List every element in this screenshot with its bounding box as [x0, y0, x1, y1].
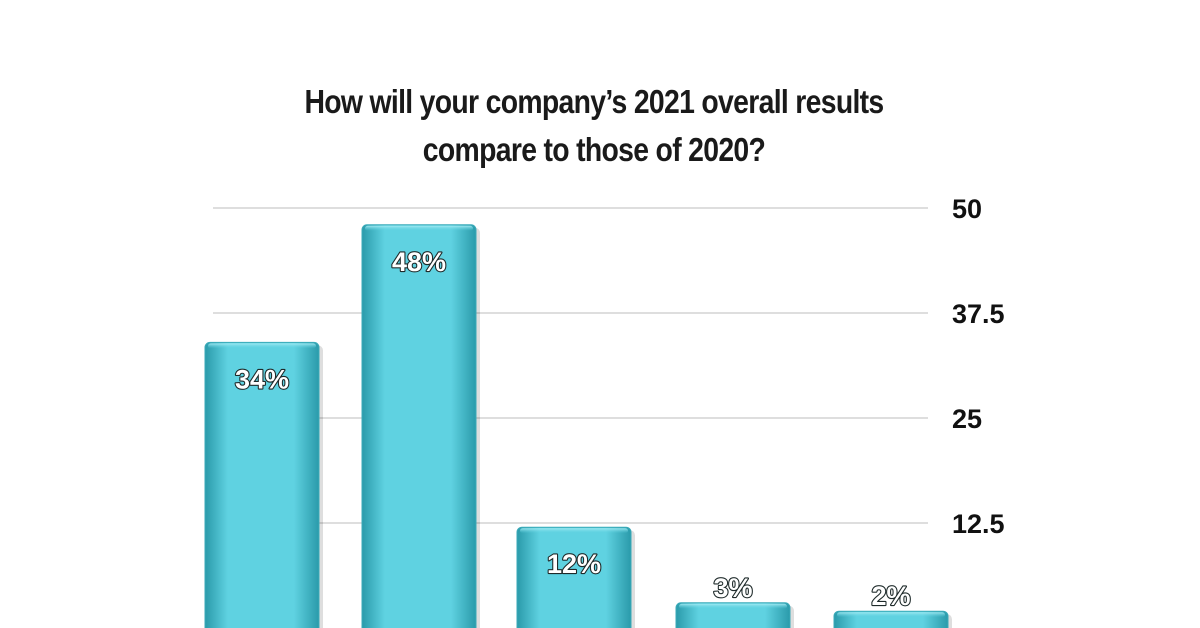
bar-highlight — [837, 612, 945, 618]
bars-layer — [204, 224, 952, 628]
bar-group — [361, 224, 480, 628]
y-tick-label: 25 — [952, 404, 982, 434]
bar-group — [833, 610, 952, 628]
data-labels-layer: 34% 48% 12% 3% 2% — [234, 246, 912, 613]
bar-highlight — [208, 343, 316, 349]
chart-title-line-2: compare to those of 2020? — [422, 131, 766, 168]
grid-layer — [213, 207, 928, 524]
bar-data-label: 48% — [392, 247, 446, 277]
bar-group — [675, 602, 794, 628]
y-axis-tick-labels: 12.5 25 37.5 50 — [952, 194, 1005, 539]
bar — [675, 602, 791, 628]
bar-data-label: 12% — [547, 549, 601, 579]
chart-title-line-1: How will your company’s 2021 overall res… — [304, 83, 884, 120]
bar-data-label: 2% — [871, 581, 910, 611]
bar-data-label: 34% — [235, 364, 289, 394]
y-tick-label: 12.5 — [952, 509, 1005, 539]
bar-group — [204, 341, 323, 628]
y-tick-label: 37.5 — [952, 299, 1005, 329]
bar-highlight — [520, 528, 628, 534]
bar-data-label: 3% — [713, 573, 752, 603]
y-tick-label: 50 — [952, 194, 982, 224]
bar-highlight — [365, 225, 473, 231]
chart-title: How will your company’s 2021 overall res… — [83, 78, 1105, 174]
bar — [204, 341, 320, 628]
bar-highlight — [679, 603, 787, 609]
bar — [361, 224, 477, 628]
bar — [516, 526, 632, 628]
bar-group — [516, 526, 635, 628]
